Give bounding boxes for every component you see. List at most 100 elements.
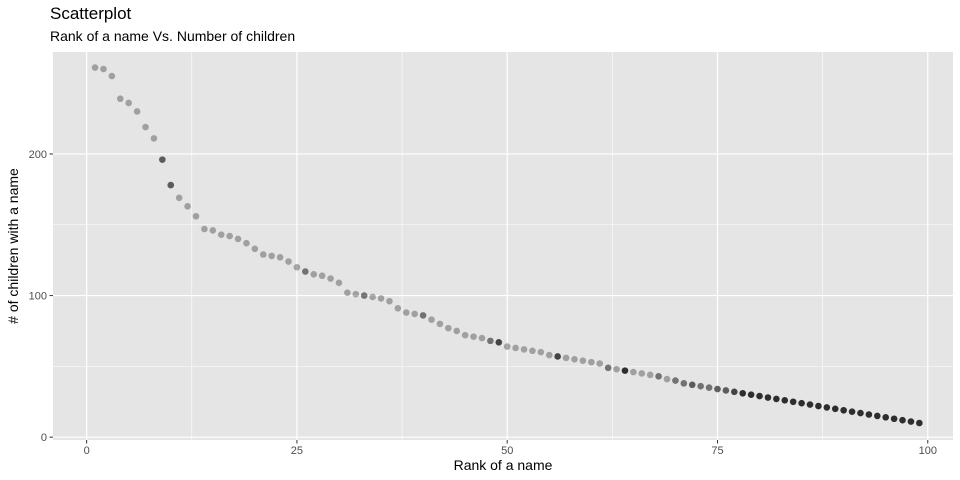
data-point	[899, 416, 906, 424]
data-points	[91, 64, 923, 427]
data-point	[116, 95, 124, 103]
data-point	[386, 297, 393, 305]
data-point	[688, 381, 696, 389]
y-axis: 0 100 200	[29, 149, 53, 444]
data-point	[360, 292, 368, 299]
data-point	[588, 358, 595, 366]
data-point	[487, 337, 494, 345]
data-point	[150, 135, 158, 142]
data-point	[268, 252, 275, 260]
x-tick-label: 75	[711, 445, 723, 457]
data-point	[108, 72, 116, 80]
data-point	[798, 399, 805, 407]
data-point	[327, 275, 334, 282]
data-point	[217, 231, 225, 238]
data-point	[276, 254, 284, 261]
data-point	[554, 353, 561, 360]
data-point	[91, 64, 99, 71]
data-point	[705, 384, 713, 391]
data-point	[209, 227, 217, 234]
data-point	[815, 402, 822, 410]
data-point	[310, 271, 318, 278]
data-point	[781, 397, 789, 404]
data-point	[234, 235, 242, 243]
data-point	[739, 389, 747, 397]
data-point	[192, 212, 200, 220]
data-point	[175, 194, 183, 202]
data-point	[907, 418, 915, 425]
y-tick-label: 200	[29, 149, 47, 161]
data-point	[293, 263, 301, 271]
data-point	[142, 123, 149, 131]
data-point	[613, 365, 620, 373]
data-point	[579, 357, 587, 365]
plot-panel	[53, 52, 953, 440]
data-point	[495, 338, 503, 346]
chart-title: Scatterplot	[50, 4, 132, 23]
data-point	[697, 382, 704, 390]
data-point	[722, 387, 730, 394]
major-gridlines	[53, 52, 953, 440]
data-point	[857, 409, 864, 417]
data-point	[285, 258, 292, 265]
data-point	[411, 310, 418, 318]
data-point	[478, 334, 486, 342]
data-point	[747, 391, 755, 398]
data-point	[655, 372, 662, 380]
data-point	[226, 232, 233, 240]
data-point	[773, 395, 780, 403]
data-point	[184, 203, 191, 210]
x-axis: 0 25 50 75 100	[84, 440, 937, 457]
data-point	[756, 392, 763, 400]
data-point	[344, 289, 351, 297]
data-point	[672, 377, 679, 384]
data-point	[840, 406, 847, 414]
x-tick-label: 25	[291, 445, 303, 457]
data-point	[302, 268, 309, 275]
data-point	[318, 272, 326, 280]
data-point	[352, 290, 360, 298]
data-point	[335, 279, 343, 287]
data-point	[731, 388, 738, 396]
data-point	[436, 320, 444, 328]
data-point	[243, 239, 250, 247]
data-point	[201, 225, 208, 233]
data-point	[823, 404, 831, 411]
data-point	[470, 333, 477, 340]
data-point	[848, 408, 856, 415]
data-point	[873, 412, 881, 420]
y-axis-title: # of children with a name	[5, 168, 21, 324]
data-point	[562, 354, 570, 362]
data-point	[630, 368, 637, 376]
data-point	[259, 251, 267, 258]
x-tick-label: 100	[919, 445, 937, 457]
data-point	[100, 65, 107, 73]
data-point	[402, 309, 410, 316]
data-point	[167, 181, 175, 189]
data-point	[512, 344, 519, 352]
y-tick-label: 0	[41, 432, 47, 444]
minor-gridlines	[53, 52, 953, 440]
data-point	[461, 331, 469, 339]
data-point	[680, 380, 688, 387]
data-point	[890, 415, 898, 423]
data-point	[806, 401, 814, 408]
data-point	[638, 370, 646, 377]
data-point	[663, 375, 671, 383]
data-point	[394, 305, 402, 312]
data-point	[916, 419, 923, 427]
data-point	[545, 351, 553, 359]
data-point	[503, 343, 511, 350]
data-point	[571, 355, 578, 363]
data-point	[251, 245, 259, 253]
data-point	[865, 411, 873, 418]
data-point	[621, 367, 629, 374]
data-point	[714, 385, 721, 393]
data-point	[428, 316, 435, 323]
x-axis-title: Rank of a name	[454, 457, 553, 473]
x-tick-label: 0	[84, 445, 90, 457]
data-point	[125, 99, 133, 107]
y-tick-label: 100	[29, 291, 47, 303]
chart-subtitle: Rank of a name Vs. Number of children	[50, 28, 296, 44]
data-point	[520, 346, 528, 353]
